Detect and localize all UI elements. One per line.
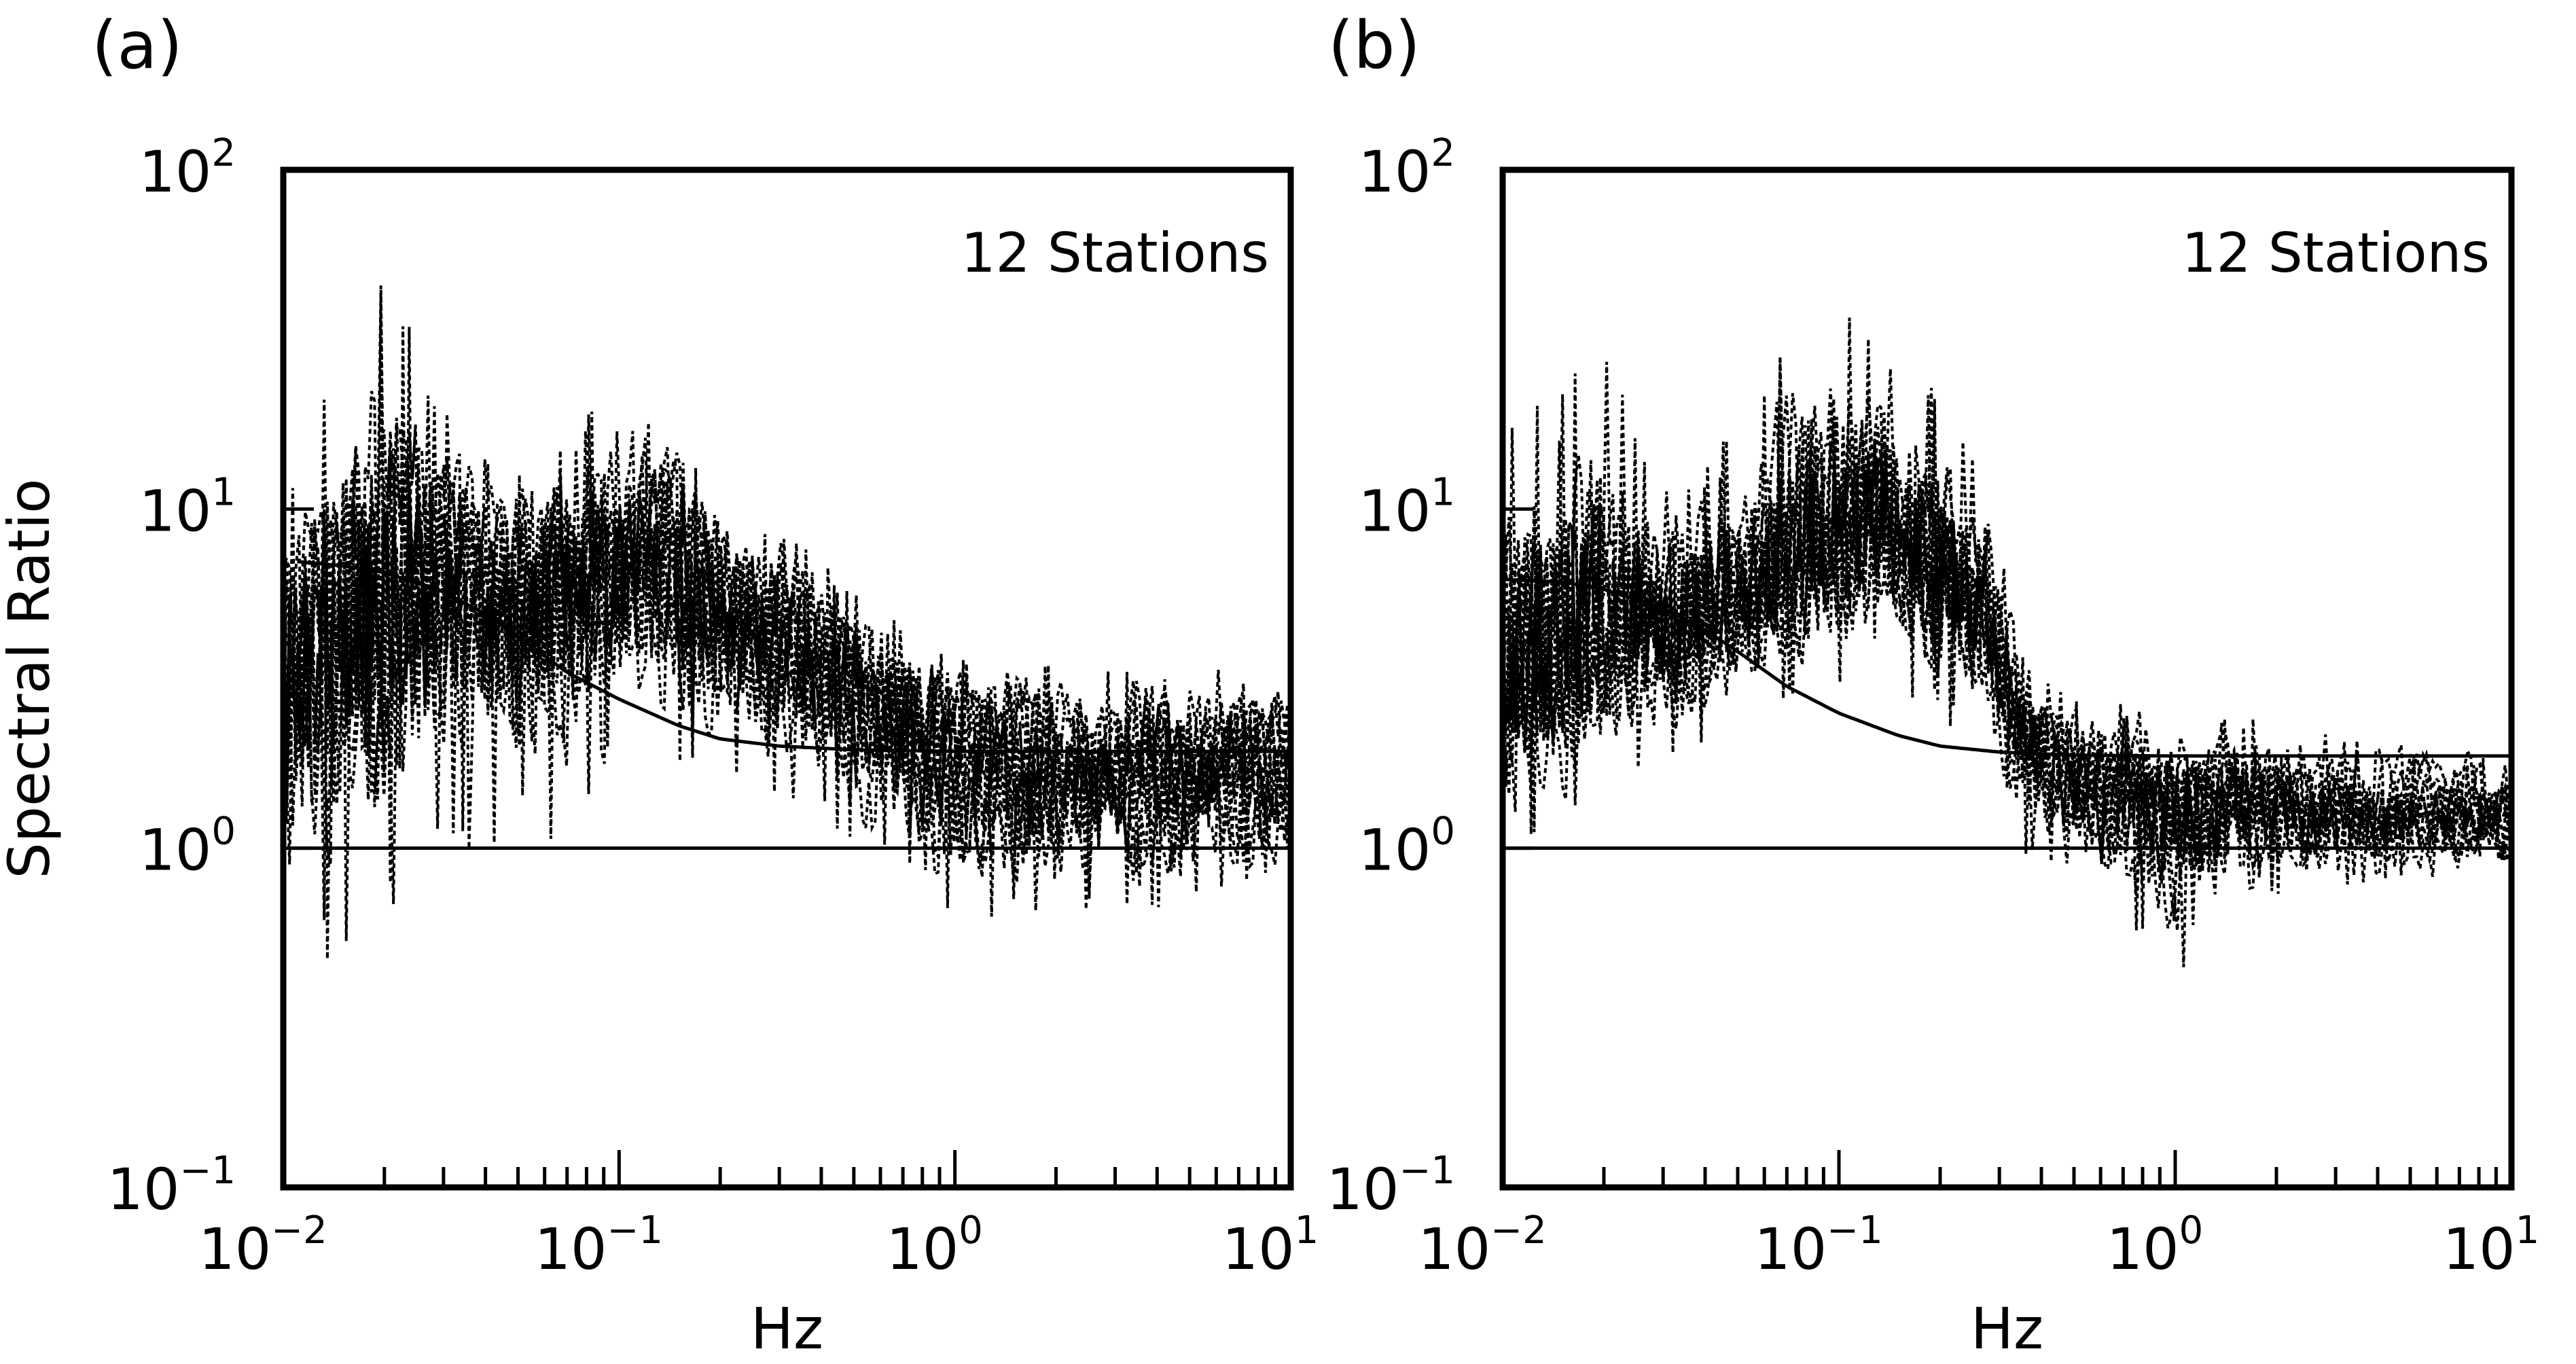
y-tick-label: 100 (1358, 810, 1455, 884)
y-tick-label: 102 (139, 131, 236, 205)
model-curve (1502, 577, 2511, 758)
x-tick-label: 100 (2107, 1208, 2204, 1282)
y-axis-label: Spectral Ratio (0, 478, 62, 878)
station-count-annotation: 12 Stations (961, 221, 1269, 285)
station-count-annotation: 12 Stations (2182, 221, 2490, 285)
panel-label: (a) (92, 7, 183, 84)
model-curve (297, 560, 1291, 753)
station-series-line (1503, 373, 2511, 929)
station-series-line (1503, 362, 2511, 891)
x-axis-label: Hz (751, 1295, 823, 1362)
x-tick-label: 101 (2443, 1208, 2540, 1282)
y-tick-label: 101 (139, 470, 236, 544)
y-tick-label: 102 (1358, 131, 1455, 205)
station-series-line (283, 285, 1291, 900)
x-tick-label: 10−1 (1754, 1208, 1882, 1282)
x-tick-label: 10−2 (1418, 1208, 1546, 1282)
station-series-line (283, 326, 1291, 872)
station-series-line (1503, 393, 2511, 888)
x-axis-label: Hz (1971, 1295, 2043, 1362)
station-series-line (1503, 395, 2511, 967)
station-series-line (283, 327, 1291, 910)
plot-frame (280, 166, 1294, 1191)
plot-frame (1499, 166, 2515, 1191)
station-series-group (283, 285, 1291, 960)
station-series-group (1503, 317, 2511, 967)
panel-label: (b) (1328, 7, 1420, 84)
y-tick-label: 10−1 (107, 1149, 236, 1223)
x-tick-label: 100 (886, 1208, 983, 1282)
x-tick-label: 101 (1222, 1208, 1319, 1282)
station-series-line (283, 413, 1291, 960)
y-tick-label: 10−1 (1327, 1149, 1455, 1223)
y-tick-label: 100 (139, 810, 236, 884)
station-series-line (283, 414, 1291, 883)
x-tick-label: 10−2 (198, 1208, 327, 1282)
station-series-line (1503, 361, 2511, 931)
x-tick-label: 10−1 (535, 1208, 663, 1282)
station-series-line (1503, 339, 2511, 895)
y-tick-label: 101 (1358, 470, 1455, 544)
